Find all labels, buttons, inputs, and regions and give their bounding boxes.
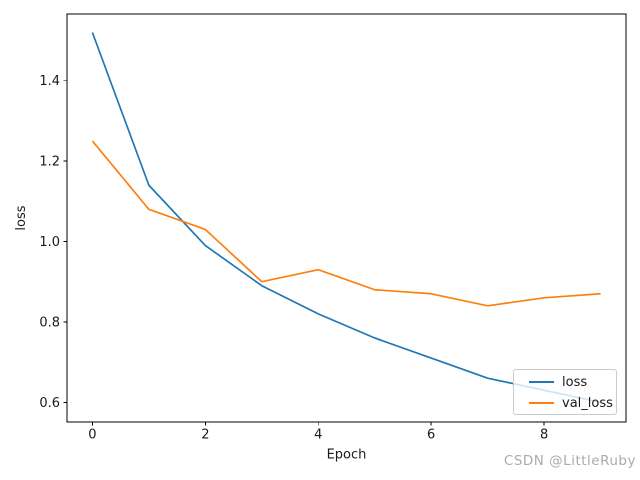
legend: loss val_loss	[513, 369, 617, 415]
y-tick-label: 1.2	[39, 155, 60, 170]
loss-line	[91, 32, 601, 404]
x-tick-label: 0	[88, 428, 96, 443]
watermark-text: CSDN @LittleRuby	[503, 453, 636, 469]
legend-item-val-loss: val_loss	[529, 393, 616, 414]
val-loss-line	[91, 140, 601, 307]
val-loss-line-swatch	[529, 402, 554, 404]
legend-label-val-loss: val_loss	[562, 395, 613, 411]
y-tick-label: 1.0	[39, 235, 60, 250]
x-axis-label: Epoch	[327, 448, 367, 463]
y-tick-label: 0.8	[39, 315, 60, 330]
plot-border	[66, 13, 627, 423]
x-tick-label: 8	[540, 428, 548, 443]
legend-label-loss: loss	[562, 374, 588, 390]
x-tick-label: 6	[427, 428, 435, 443]
x-tick-label: 2	[201, 428, 209, 443]
loss-line-swatch	[529, 381, 554, 383]
x-tick-label: 4	[314, 428, 322, 443]
y-axis-label: loss	[14, 205, 29, 230]
y-tick-label: 0.6	[39, 396, 60, 411]
y-tick-label: 1.4	[39, 74, 60, 89]
legend-item-loss: loss	[529, 372, 616, 393]
